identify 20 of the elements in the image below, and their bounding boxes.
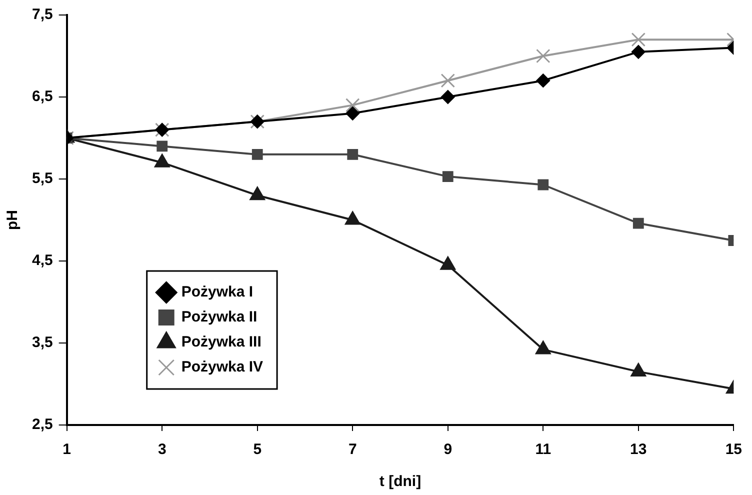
x-tick-label: 1 bbox=[62, 441, 72, 458]
x-tick-label: 7 bbox=[348, 441, 357, 458]
x-tick-label: 9 bbox=[444, 441, 452, 458]
x-tick-label: 13 bbox=[630, 441, 647, 458]
x-tick-label: 5 bbox=[253, 441, 262, 458]
x-axis-title: t [dni] bbox=[379, 473, 422, 490]
y-tick-label: 7,5 bbox=[32, 6, 53, 24]
x-tick-label: 11 bbox=[535, 441, 552, 458]
y-tick-label: 4,5 bbox=[32, 252, 53, 270]
y-tick-label: 6,5 bbox=[32, 88, 53, 106]
legend-label: Pożywka IV bbox=[181, 358, 264, 376]
y-tick-label: 2,5 bbox=[32, 416, 53, 434]
y-axis-title: pH bbox=[4, 210, 22, 230]
legend-label: Pożywka III bbox=[181, 334, 262, 351]
y-tick-label: 3,5 bbox=[32, 334, 53, 352]
legend-label: Pożywka II bbox=[181, 308, 258, 326]
x-tick-label: 3 bbox=[158, 441, 166, 458]
x-tick-label: 15 bbox=[725, 441, 742, 458]
legend-label: Pożywka I bbox=[181, 284, 254, 301]
y-tick-label: 5,5 bbox=[32, 170, 53, 188]
